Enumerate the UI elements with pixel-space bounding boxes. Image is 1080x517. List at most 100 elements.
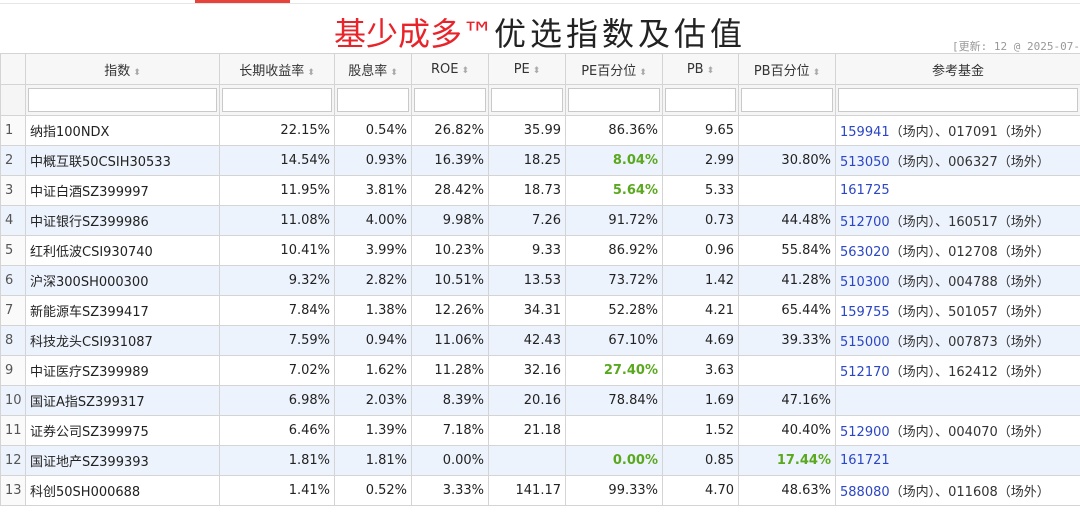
fund-detail: （场内）、501057（场外） [889, 305, 1050, 320]
col-header-dividend-yield[interactable]: 股息率 ⬍ [334, 53, 412, 85]
col-header-label: ROE [430, 61, 459, 77]
col-header-roe[interactable]: ROE ⬍ [411, 53, 489, 85]
index-name: 科创50SH000688 [25, 475, 220, 506]
pb-cell: 4.69 [662, 325, 739, 356]
filter-input-dividend-yield[interactable] [337, 88, 409, 112]
col-header-label: 指数 [104, 63, 131, 79]
reference-fund-cell: 515000（场内）、007873（场外） [835, 325, 1080, 356]
pb-percentile-cell: 44.48% [738, 205, 836, 236]
pe-percentile-cell: 27.40% [565, 355, 663, 386]
pe-cell: 9.33 [488, 235, 566, 266]
pe-cell: 35.99 [488, 115, 566, 146]
fund-detail: （场内）、007873（场外） [889, 335, 1050, 350]
sort-icon[interactable]: ⬍ [639, 67, 647, 78]
col-header-pb[interactable]: PB ⬍ [662, 53, 739, 85]
filter-cell-pb [662, 84, 739, 116]
fund-code-link[interactable]: 563020 [840, 245, 890, 260]
col-header-long-term-return[interactable]: 长期收益率 ⬍ [219, 53, 335, 85]
pe-percentile-cell: 52.28% [565, 295, 663, 326]
row-number: 10 [0, 385, 26, 416]
sort-icon[interactable]: ⬍ [133, 67, 141, 78]
fund-code-link[interactable]: 159941 [840, 125, 890, 140]
pb-cell: 2.99 [662, 145, 739, 176]
pe-percentile-cell: 86.36% [565, 115, 663, 146]
fund-code-link[interactable]: 159755 [840, 305, 890, 320]
col-header-label: 股息率 [348, 63, 388, 79]
sort-icon[interactable]: ⬍ [532, 65, 541, 76]
col-header-pe-percentile[interactable]: PE百分位 ⬍ [565, 53, 663, 85]
long-term-return-cell: 1.81% [219, 445, 335, 476]
roe-cell: 9.98% [411, 205, 489, 236]
roe-cell: 7.18% [411, 415, 489, 446]
filter-input-roe[interactable] [414, 88, 486, 112]
top-bar [0, 0, 1080, 4]
pe-percentile-cell: 0.00% [565, 445, 663, 476]
reference-fund-cell: 510300（场内）、004788（场外） [835, 265, 1080, 296]
filter-input-reference-fund[interactable] [838, 88, 1078, 112]
sort-icon[interactable]: ⬍ [461, 65, 470, 76]
pb-cell: 5.33 [662, 175, 739, 206]
pe-cell: 34.31 [488, 295, 566, 326]
filter-row [0, 84, 1080, 116]
col-header-name[interactable]: 指数 ⬍ [25, 53, 220, 85]
fund-code-link[interactable]: 513050 [840, 155, 890, 170]
fund-code-link[interactable]: 161725 [840, 183, 890, 198]
fund-code-link[interactable]: 510300 [840, 275, 890, 290]
pb-cell: 3.63 [662, 355, 739, 386]
fund-detail: （场内）、004788（场外） [889, 275, 1050, 290]
pe-cell: 141.17 [488, 475, 566, 506]
pe-cell: 42.43 [488, 325, 566, 356]
table-row: 2 中概互联50CSIH30533 14.54% 0.93% 16.39% 18.25 8.… [0, 145, 1080, 176]
pb-cell: 1.69 [662, 385, 739, 416]
filter-cell-dividend-yield [334, 84, 412, 116]
filter-input-pe-percentile[interactable] [568, 88, 660, 112]
long-term-return-cell: 7.59% [219, 325, 335, 356]
index-name: 中证银行SZ399986 [25, 205, 220, 236]
pb-percentile-cell [738, 355, 836, 386]
col-header-label: 长期收益率 [239, 63, 305, 79]
row-number: 3 [0, 175, 26, 206]
fund-code-link[interactable]: 512900 [840, 425, 890, 440]
long-term-return-cell: 11.95% [219, 175, 335, 206]
dividend-yield-cell: 1.62% [334, 355, 412, 386]
dividend-yield-cell: 1.81% [334, 445, 412, 476]
sort-icon[interactable]: ⬍ [307, 67, 315, 78]
col-header-pe[interactable]: PE ⬍ [488, 53, 566, 85]
dividend-yield-cell: 0.54% [334, 115, 412, 146]
col-header-pb-percentile[interactable]: PB百分位 ⬍ [738, 53, 836, 85]
fund-code-link[interactable]: 161721 [840, 453, 890, 468]
fund-code-link[interactable]: 515000 [840, 335, 890, 350]
filter-cell-long-term-return [219, 84, 335, 116]
fund-code-link[interactable]: 588080 [840, 485, 890, 500]
col-header-reference-fund[interactable]: 参考基金 [835, 53, 1080, 85]
reference-fund-cell: 512170（场内）、162412（场外） [835, 355, 1080, 386]
page-title: 基少成多™优选指数及估值 [0, 12, 1080, 56]
filter-input-pe[interactable] [491, 88, 563, 112]
pe-percentile-cell [565, 415, 663, 446]
reference-fund-cell: 159755（场内）、501057（场外） [835, 295, 1080, 326]
header-row: 指数 ⬍ 长期收益率 ⬍ 股息率 ⬍ ROE ⬍ PE ⬍ PE百分位 ⬍ PB ⬍ PB百分位 ⬍ 参考基金 [0, 53, 1080, 85]
filter-input-pb[interactable] [665, 88, 736, 112]
reference-fund-cell: 159941（场内）、017091（场外） [835, 115, 1080, 146]
title-text: 优选指数及估值 [494, 15, 747, 53]
fund-code-link[interactable]: 512170 [840, 365, 890, 380]
roe-cell: 11.06% [411, 325, 489, 356]
sort-icon[interactable]: ⬍ [706, 65, 715, 76]
sort-icon[interactable]: ⬍ [812, 67, 821, 78]
filter-input-pb-percentile[interactable] [741, 88, 833, 112]
pb-cell: 1.52 [662, 415, 739, 446]
pe-cell: 7.26 [488, 205, 566, 236]
index-valuation-table: 指数 ⬍ 长期收益率 ⬍ 股息率 ⬍ ROE ⬍ PE ⬍ PE百分位 ⬍ PB ⬍ PB百分位 ⬍ 参考基金 … [0, 53, 1080, 506]
table-row: 11 证券公司SZ399975 6.46% 1.39% 7.18% 21.18 1.52 40… [0, 415, 1080, 446]
fund-code-link[interactable]: 512700 [840, 215, 890, 230]
fund-detail: （场内）、160517（场外） [889, 215, 1050, 230]
filter-input-long-term-return[interactable] [222, 88, 332, 112]
row-number: 12 [0, 445, 26, 476]
filter-input-name[interactable] [28, 88, 217, 112]
index-name: 中证白酒SZ399997 [25, 175, 220, 206]
col-header-label: PB百分位 [753, 63, 810, 79]
dividend-yield-cell: 0.52% [334, 475, 412, 506]
pb-percentile-cell: 55.84% [738, 235, 836, 266]
sort-icon[interactable]: ⬍ [390, 67, 398, 78]
pb-percentile-cell: 30.80% [738, 145, 836, 176]
